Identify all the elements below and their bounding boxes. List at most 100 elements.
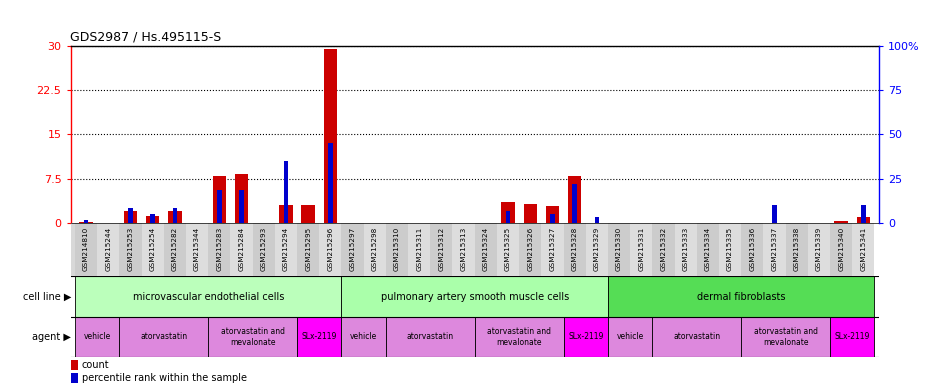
Text: GSM215313: GSM215313 bbox=[461, 227, 466, 271]
Text: GSM215282: GSM215282 bbox=[172, 227, 178, 271]
Bar bbox=[217, 190, 222, 223]
Text: dermal fibroblasts: dermal fibroblasts bbox=[697, 291, 786, 302]
Bar bbox=[385, 223, 408, 276]
Bar bbox=[124, 211, 137, 223]
Bar bbox=[541, 223, 564, 276]
Text: vehicle: vehicle bbox=[350, 333, 377, 341]
Bar bbox=[297, 223, 320, 276]
Text: GSM215295: GSM215295 bbox=[306, 227, 311, 271]
Text: GSM215329: GSM215329 bbox=[594, 227, 600, 271]
Bar bbox=[853, 223, 874, 276]
Text: GSM215330: GSM215330 bbox=[616, 227, 622, 271]
Bar bbox=[431, 223, 452, 276]
Text: atorvastatin and
mevalonate: atorvastatin and mevalonate bbox=[221, 327, 285, 347]
Bar bbox=[274, 223, 297, 276]
Text: GSM215340: GSM215340 bbox=[838, 227, 844, 271]
Text: percentile rank within the sample: percentile rank within the sample bbox=[82, 373, 247, 383]
Bar bbox=[341, 317, 385, 357]
Bar bbox=[475, 223, 497, 276]
Text: GSM215297: GSM215297 bbox=[350, 227, 355, 271]
Bar bbox=[164, 223, 186, 276]
Bar bbox=[186, 223, 208, 276]
Text: GSM215338: GSM215338 bbox=[793, 227, 800, 271]
Text: GSM215333: GSM215333 bbox=[682, 227, 689, 271]
Text: atorvastatin and
mevalonate: atorvastatin and mevalonate bbox=[754, 327, 818, 347]
Bar bbox=[235, 174, 248, 223]
Text: SLx-2119: SLx-2119 bbox=[568, 333, 603, 341]
Text: GSM215325: GSM215325 bbox=[505, 227, 511, 271]
Text: GSM215344: GSM215344 bbox=[194, 227, 200, 271]
Text: GSM215339: GSM215339 bbox=[816, 227, 822, 271]
Text: GSM215334: GSM215334 bbox=[705, 227, 711, 271]
Bar bbox=[97, 223, 119, 276]
Bar bbox=[79, 222, 93, 223]
Text: SLx-2119: SLx-2119 bbox=[302, 333, 337, 341]
Bar bbox=[697, 223, 719, 276]
Text: GSM215341: GSM215341 bbox=[860, 227, 867, 271]
Bar bbox=[506, 211, 510, 223]
Bar bbox=[173, 208, 177, 223]
Bar bbox=[630, 223, 652, 276]
Bar bbox=[786, 223, 807, 276]
Bar bbox=[501, 202, 515, 223]
Bar bbox=[497, 223, 519, 276]
Text: GSM215326: GSM215326 bbox=[527, 227, 533, 271]
Bar bbox=[564, 223, 586, 276]
Text: GSM215284: GSM215284 bbox=[239, 227, 244, 271]
Bar bbox=[652, 317, 742, 357]
Bar bbox=[675, 223, 697, 276]
Bar bbox=[773, 205, 776, 223]
Bar bbox=[452, 223, 475, 276]
Bar bbox=[608, 276, 874, 317]
Text: SLx-2119: SLx-2119 bbox=[835, 333, 870, 341]
Bar bbox=[568, 175, 581, 223]
Bar bbox=[208, 223, 230, 276]
Text: microvascular endothelial cells: microvascular endothelial cells bbox=[133, 291, 284, 302]
Bar bbox=[320, 223, 341, 276]
Text: atorvastatin: atorvastatin bbox=[140, 333, 187, 341]
Bar bbox=[364, 223, 385, 276]
Bar bbox=[328, 143, 333, 223]
Bar bbox=[75, 276, 341, 317]
Bar bbox=[168, 211, 181, 223]
Bar bbox=[475, 317, 564, 357]
Bar bbox=[208, 317, 297, 357]
Text: GSM215331: GSM215331 bbox=[638, 227, 644, 271]
Text: cell line ▶: cell line ▶ bbox=[23, 291, 70, 302]
Bar bbox=[807, 223, 830, 276]
Bar bbox=[75, 223, 97, 276]
Bar bbox=[586, 223, 608, 276]
Bar bbox=[297, 317, 341, 357]
Bar bbox=[385, 317, 475, 357]
Bar bbox=[856, 217, 870, 223]
Bar bbox=[763, 223, 786, 276]
Bar bbox=[323, 49, 337, 223]
Text: atorvastatin: atorvastatin bbox=[407, 333, 454, 341]
Bar bbox=[830, 223, 853, 276]
Text: GSM215298: GSM215298 bbox=[371, 227, 378, 271]
Bar bbox=[519, 223, 541, 276]
Bar bbox=[341, 276, 608, 317]
Bar bbox=[572, 184, 577, 223]
Bar bbox=[564, 317, 608, 357]
Bar bbox=[742, 223, 763, 276]
Bar bbox=[341, 223, 364, 276]
Bar bbox=[240, 190, 243, 223]
Text: vehicle: vehicle bbox=[617, 333, 644, 341]
Text: pulmonary artery smooth muscle cells: pulmonary artery smooth muscle cells bbox=[381, 291, 569, 302]
Text: count: count bbox=[82, 360, 109, 370]
Bar bbox=[742, 317, 830, 357]
Bar bbox=[830, 317, 874, 357]
Bar bbox=[302, 205, 315, 223]
Bar bbox=[284, 161, 289, 223]
Text: GSM215311: GSM215311 bbox=[416, 227, 422, 271]
Bar bbox=[550, 214, 555, 223]
Text: GSM215293: GSM215293 bbox=[260, 227, 267, 271]
Text: GSM214810: GSM214810 bbox=[83, 227, 89, 271]
Text: agent ▶: agent ▶ bbox=[32, 332, 70, 342]
Bar bbox=[546, 206, 559, 223]
Text: GSM215296: GSM215296 bbox=[327, 227, 334, 271]
Bar bbox=[70, 360, 77, 370]
Bar bbox=[595, 217, 599, 223]
Bar bbox=[253, 223, 274, 276]
